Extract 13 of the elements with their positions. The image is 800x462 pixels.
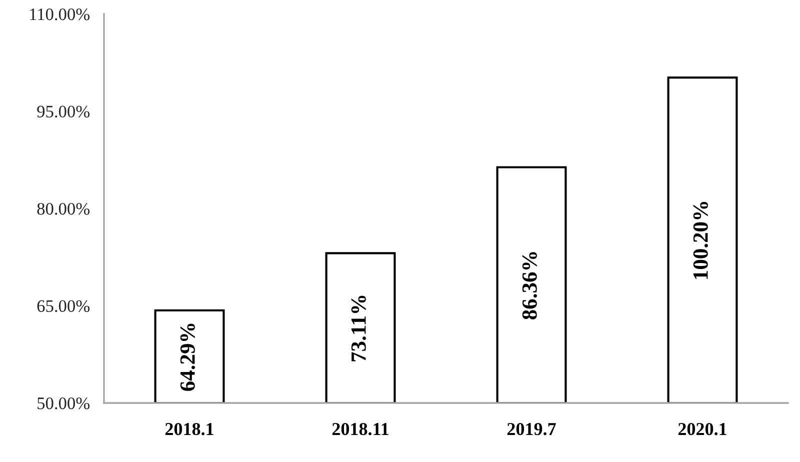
- y-tick-label: 65.00%: [37, 300, 90, 312]
- x-tick-label: 2020.1: [678, 422, 726, 436]
- data-label: 86.36%: [522, 252, 537, 320]
- x-tick-label: 2018.1: [165, 422, 214, 436]
- y-tick-label: 50.00%: [38, 397, 90, 410]
- x-tick-label: 2019.7: [507, 422, 556, 436]
- x-tick-label: 2018.11: [332, 422, 388, 436]
- y-tick-label: 80.00%: [37, 202, 90, 215]
- data-label: 64.29%: [180, 324, 195, 391]
- y-tick-label: 110.00%: [30, 8, 90, 20]
- data-label: 100.20%: [693, 202, 708, 279]
- y-tick-label: 95.00%: [37, 106, 90, 118]
- data-label: 73.11%: [351, 296, 366, 362]
